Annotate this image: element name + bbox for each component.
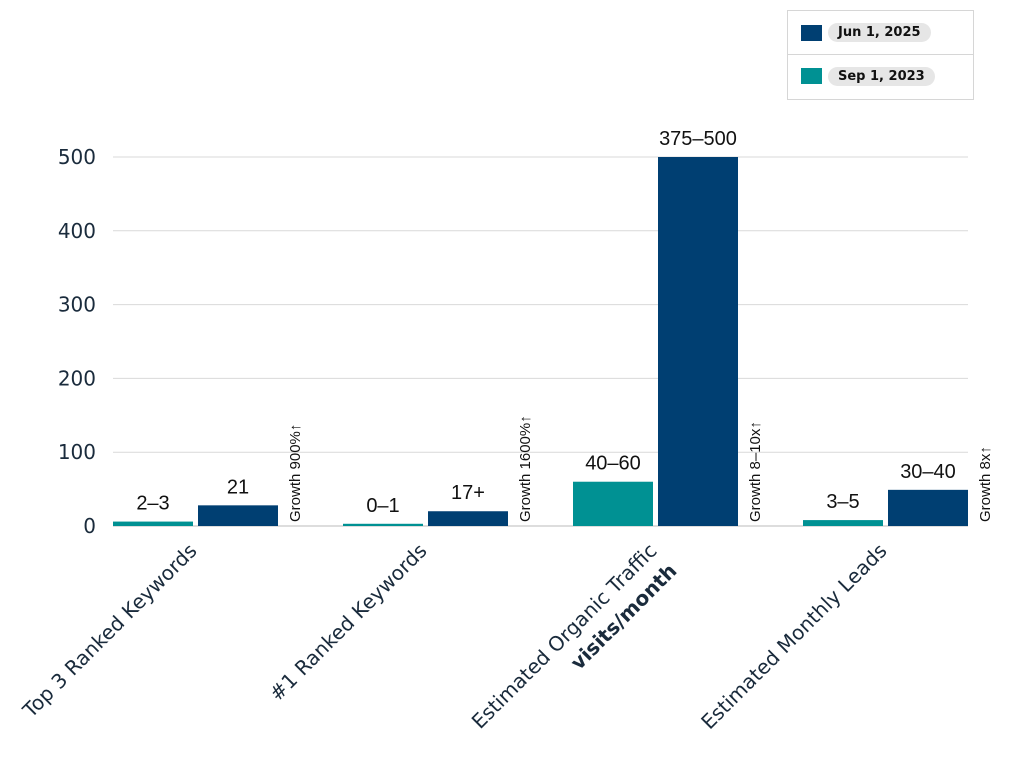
y-tick-label: 300 <box>58 293 96 317</box>
data-label: 375–500 <box>659 128 737 150</box>
y-tick-label: 0 <box>83 514 96 538</box>
data-label: 17+ <box>451 482 485 504</box>
legend-swatch <box>801 68 822 84</box>
bar <box>888 489 968 526</box>
y-tick-label: 400 <box>58 219 96 243</box>
growth-annotation: Growth 8x↑ <box>977 446 994 522</box>
legend-item: Jun 1, 2025 <box>788 11 973 54</box>
data-label: 21 <box>227 476 249 498</box>
bar <box>343 523 423 526</box>
data-label: 0–1 <box>366 495 399 517</box>
growth-annotation: Growth 900%↑ <box>287 424 304 522</box>
bar <box>573 481 653 526</box>
bar <box>198 505 278 526</box>
legend: Jun 1, 2025 Sep 1, 2023 <box>787 10 974 100</box>
y-tick-label: 100 <box>58 440 96 464</box>
x-tick-label: Estimated Monthly Leads <box>696 539 891 734</box>
growth-annotation: Growth 8–10x↑ <box>747 421 764 522</box>
x-tick-label: #1 Ranked Keywords <box>264 539 431 706</box>
legend-label: Jun 1, 2025 <box>828 23 931 42</box>
x-tick-label: Estimated Organic Traffic <box>467 539 662 734</box>
bar <box>803 520 883 526</box>
bar <box>658 157 738 526</box>
legend-label: Sep 1, 2023 <box>828 66 935 86</box>
y-tick-label: 200 <box>58 366 96 390</box>
bar <box>428 511 508 526</box>
data-label: 40–60 <box>585 453 641 475</box>
legend-swatch <box>801 24 822 41</box>
bar <box>113 521 193 526</box>
data-label: 3–5 <box>826 491 859 513</box>
legend-item: Sep 1, 2023 <box>788 54 973 97</box>
growth-annotation: Growth 1600%↑ <box>517 415 534 522</box>
y-tick-label: 500 <box>58 145 96 169</box>
data-label: 30–40 <box>900 461 956 483</box>
x-tick-label: Top 3 Ranked Keywords <box>17 539 201 723</box>
data-label: 2–3 <box>136 493 169 515</box>
